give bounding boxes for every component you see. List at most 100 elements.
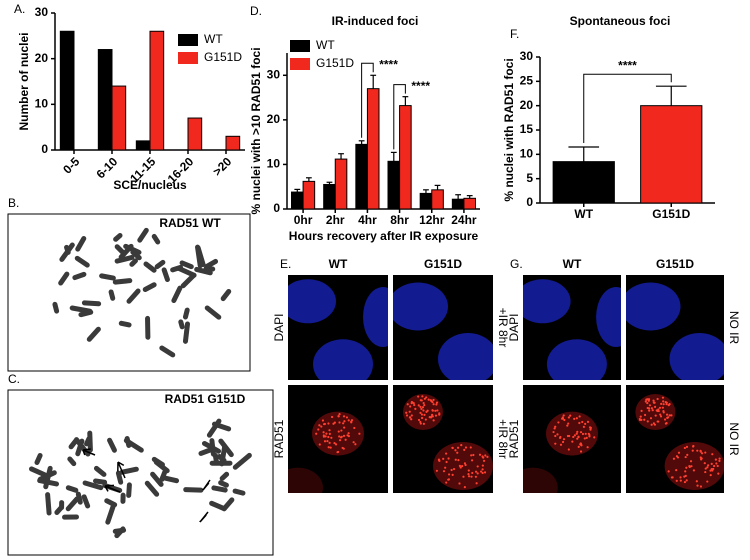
focus bbox=[479, 470, 483, 473]
chromosome bbox=[143, 261, 157, 273]
focus bbox=[582, 425, 586, 428]
focus bbox=[707, 464, 710, 467]
focus bbox=[338, 413, 341, 416]
micrograph-content bbox=[288, 279, 388, 380]
focus bbox=[338, 439, 342, 442]
focus bbox=[410, 414, 413, 417]
focus bbox=[562, 414, 565, 417]
row-label: DAPI bbox=[272, 313, 286, 341]
image-frame bbox=[7, 213, 251, 372]
bar bbox=[451, 198, 465, 210]
focus bbox=[456, 446, 460, 449]
focus bbox=[651, 409, 654, 412]
chromosome bbox=[107, 437, 117, 453]
focus bbox=[445, 452, 448, 455]
x-tick-label: WT bbox=[574, 207, 593, 221]
chromosome bbox=[58, 271, 70, 286]
chromosome bbox=[118, 320, 132, 328]
focus bbox=[470, 475, 473, 478]
chromosome bbox=[115, 470, 124, 485]
focus bbox=[470, 459, 474, 462]
focus bbox=[481, 471, 484, 475]
focus bbox=[662, 400, 665, 403]
focus bbox=[589, 426, 592, 429]
panel-label: F. bbox=[510, 27, 519, 41]
chromosome bbox=[151, 233, 161, 245]
focus bbox=[667, 470, 670, 473]
chromosome bbox=[130, 249, 142, 261]
chromosome bbox=[171, 285, 183, 304]
condition-label: NO IR bbox=[727, 311, 741, 345]
y-axis-label: Number of nuclei bbox=[17, 32, 31, 130]
panel-label: A. bbox=[14, 2, 25, 16]
y-tick-label: 10 bbox=[520, 147, 534, 161]
nucleus bbox=[596, 287, 621, 347]
focus bbox=[474, 470, 478, 473]
chromosome bbox=[219, 471, 230, 481]
bar bbox=[640, 105, 703, 204]
focus bbox=[322, 434, 325, 437]
bar bbox=[187, 117, 203, 151]
chromosome bbox=[99, 273, 116, 281]
focus bbox=[451, 473, 454, 476]
legend-label: G151D bbox=[204, 50, 242, 64]
focus bbox=[464, 463, 467, 467]
focus bbox=[567, 422, 570, 425]
nucleus bbox=[669, 333, 724, 380]
focus bbox=[576, 437, 579, 440]
focus bbox=[467, 469, 470, 472]
focus bbox=[704, 470, 707, 474]
focus bbox=[699, 458, 703, 461]
chromosome bbox=[220, 288, 232, 302]
bar bbox=[334, 158, 348, 210]
focus bbox=[435, 469, 438, 472]
chromosome bbox=[211, 421, 232, 432]
focus bbox=[410, 418, 413, 421]
y-tick-label: 20 bbox=[35, 51, 49, 65]
focus bbox=[482, 459, 486, 462]
focus bbox=[652, 399, 655, 402]
chromosome bbox=[62, 514, 79, 520]
focus bbox=[559, 435, 562, 439]
focus bbox=[689, 460, 693, 463]
focus bbox=[586, 446, 589, 449]
focus bbox=[650, 407, 653, 410]
bar bbox=[135, 140, 151, 151]
chromosome bbox=[182, 321, 191, 344]
focus bbox=[327, 446, 330, 449]
focus bbox=[684, 470, 687, 473]
focus bbox=[339, 436, 343, 439]
focus bbox=[482, 456, 485, 459]
focus bbox=[419, 420, 422, 424]
focus bbox=[353, 426, 356, 430]
focus bbox=[715, 462, 718, 465]
focus bbox=[575, 417, 578, 420]
focus bbox=[577, 435, 580, 438]
chromosome bbox=[204, 305, 222, 320]
focus bbox=[665, 413, 669, 416]
focus bbox=[679, 476, 682, 479]
nucleus bbox=[288, 467, 323, 493]
chromosome bbox=[218, 438, 234, 458]
focus bbox=[684, 455, 687, 459]
focus bbox=[660, 402, 663, 405]
nucleus bbox=[664, 442, 724, 490]
focus bbox=[481, 464, 484, 467]
row-label: DAPI bbox=[507, 313, 521, 341]
micrograph-content bbox=[523, 411, 598, 493]
focus bbox=[644, 400, 647, 403]
bar bbox=[59, 30, 75, 151]
focus bbox=[460, 444, 463, 447]
focus bbox=[432, 419, 435, 422]
focus bbox=[664, 422, 668, 425]
focus bbox=[419, 411, 422, 415]
focus bbox=[324, 435, 327, 438]
focus bbox=[686, 453, 689, 456]
focus bbox=[434, 409, 437, 412]
focus bbox=[700, 452, 704, 455]
focus bbox=[581, 420, 584, 424]
focus bbox=[679, 479, 682, 482]
focus bbox=[712, 467, 715, 471]
micrograph-content bbox=[288, 411, 364, 493]
chromosome bbox=[118, 243, 134, 260]
